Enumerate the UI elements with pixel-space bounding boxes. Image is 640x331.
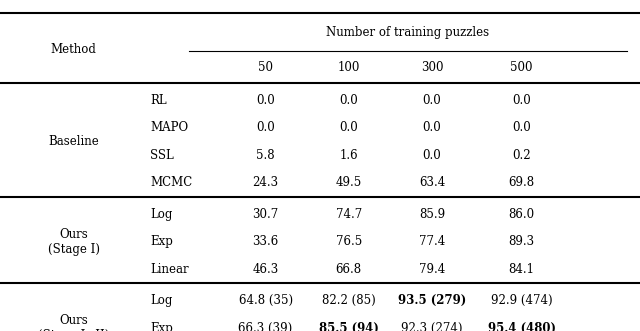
Text: 66.3 (39): 66.3 (39) bbox=[239, 322, 292, 331]
Text: Ours
(Stage I+II): Ours (Stage I+II) bbox=[38, 314, 109, 331]
Text: 82.2 (85): 82.2 (85) bbox=[322, 294, 376, 307]
Text: 0.0: 0.0 bbox=[256, 94, 275, 107]
Text: 0.0: 0.0 bbox=[339, 94, 358, 107]
Text: 95.4 (480): 95.4 (480) bbox=[488, 322, 556, 331]
Text: Baseline: Baseline bbox=[48, 135, 99, 148]
Text: Linear: Linear bbox=[150, 263, 189, 276]
Text: 24.3: 24.3 bbox=[253, 176, 278, 189]
Text: 66.8: 66.8 bbox=[336, 263, 362, 276]
Text: 0.0: 0.0 bbox=[256, 121, 275, 134]
Text: 79.4: 79.4 bbox=[419, 263, 445, 276]
Text: 49.5: 49.5 bbox=[335, 176, 362, 189]
Text: Log: Log bbox=[150, 208, 173, 221]
Text: Exp: Exp bbox=[150, 322, 173, 331]
Text: 0.0: 0.0 bbox=[422, 149, 442, 162]
Text: 30.7: 30.7 bbox=[252, 208, 279, 221]
Text: Method: Method bbox=[51, 43, 97, 56]
Text: 84.1: 84.1 bbox=[509, 263, 534, 276]
Text: 0.0: 0.0 bbox=[422, 94, 442, 107]
Text: 300: 300 bbox=[420, 61, 444, 73]
Text: 1.6: 1.6 bbox=[339, 149, 358, 162]
Text: SSL: SSL bbox=[150, 149, 174, 162]
Text: 93.5 (279): 93.5 (279) bbox=[398, 294, 466, 307]
Text: 63.4: 63.4 bbox=[419, 176, 445, 189]
Text: 86.0: 86.0 bbox=[509, 208, 534, 221]
Text: Log: Log bbox=[150, 294, 173, 307]
Text: 77.4: 77.4 bbox=[419, 235, 445, 248]
Text: 92.9 (474): 92.9 (474) bbox=[491, 294, 552, 307]
Text: 89.3: 89.3 bbox=[509, 235, 534, 248]
Text: Number of training puzzles: Number of training puzzles bbox=[326, 26, 490, 39]
Text: 0.2: 0.2 bbox=[512, 149, 531, 162]
Text: 0.0: 0.0 bbox=[422, 121, 442, 134]
Text: 85.9: 85.9 bbox=[419, 208, 445, 221]
Text: 69.8: 69.8 bbox=[509, 176, 534, 189]
Text: 0.0: 0.0 bbox=[512, 121, 531, 134]
Text: Ours
(Stage I): Ours (Stage I) bbox=[47, 228, 100, 256]
Text: RL: RL bbox=[150, 94, 167, 107]
Text: 76.5: 76.5 bbox=[335, 235, 362, 248]
Text: 92.3 (274): 92.3 (274) bbox=[401, 322, 463, 331]
Text: 0.0: 0.0 bbox=[512, 94, 531, 107]
Text: 64.8 (35): 64.8 (35) bbox=[239, 294, 292, 307]
Text: 5.8: 5.8 bbox=[256, 149, 275, 162]
Text: 0.0: 0.0 bbox=[339, 121, 358, 134]
Text: MCMC: MCMC bbox=[150, 176, 193, 189]
Text: 500: 500 bbox=[510, 61, 533, 73]
Text: 85.5 (94): 85.5 (94) bbox=[319, 322, 379, 331]
Text: 74.7: 74.7 bbox=[335, 208, 362, 221]
Text: MAPO: MAPO bbox=[150, 121, 189, 134]
Text: 33.6: 33.6 bbox=[252, 235, 279, 248]
Text: 50: 50 bbox=[258, 61, 273, 73]
Text: 100: 100 bbox=[338, 61, 360, 73]
Text: 46.3: 46.3 bbox=[252, 263, 279, 276]
Text: Exp: Exp bbox=[150, 235, 173, 248]
